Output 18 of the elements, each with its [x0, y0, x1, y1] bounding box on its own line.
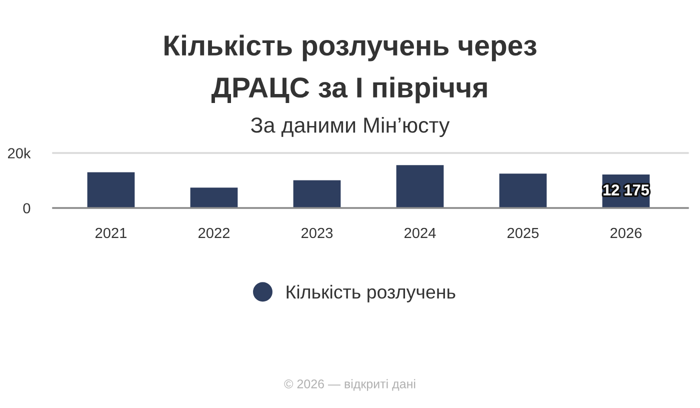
bar — [87, 172, 135, 208]
x-tick-label: 2021 — [96, 228, 126, 238]
bar — [499, 174, 547, 208]
x-tick-label: 2022 — [198, 228, 230, 238]
y-tick-label: 20k — [8, 148, 31, 158]
x-tick-label: 2026 — [610, 228, 642, 238]
bar — [190, 188, 238, 208]
text: © 2026 — відкриті дані — [284, 379, 416, 391]
bar — [293, 180, 341, 208]
data-label: 12 175 — [604, 184, 649, 196]
chart-title: Кількість розлучень через ДРАЦС за І півріччя — [164, 34, 536, 104]
x-tick-label: 2023 — [302, 228, 333, 238]
y-tick-label: 0 — [23, 203, 30, 214]
bar — [396, 165, 444, 208]
legend-label: Кількість розлучень — [286, 284, 456, 302]
x-tick-label: 2024 — [404, 228, 436, 238]
chart-subtitle: За даними Мін’юсту — [251, 116, 450, 138]
x-tick-label: 2025 — [508, 228, 539, 238]
